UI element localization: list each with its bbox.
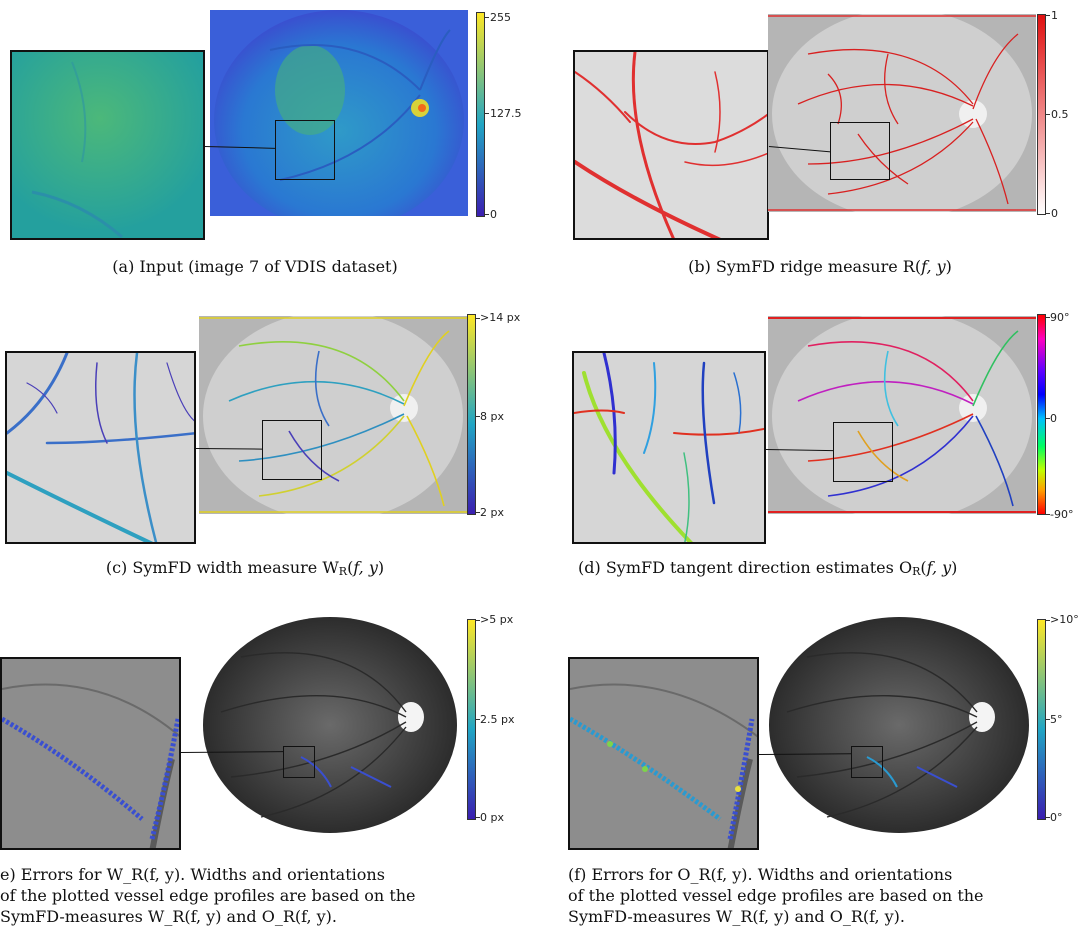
input-zoom-image (12, 52, 203, 238)
width-zoom-inset (5, 351, 196, 544)
direction-retina-image (768, 316, 1036, 514)
direction-zoom-inset (572, 351, 766, 544)
input-zoom-box (275, 120, 335, 180)
colorbar-label-mid: 0.5 (1051, 108, 1069, 121)
caption-e: e) Errors for W_R(f, y). Widths and orie… (0, 865, 416, 926)
orientation-error-zoom-box (851, 746, 883, 778)
direction-colorbar (1037, 314, 1046, 515)
colorbar-label-mid: 127.5 (490, 107, 522, 120)
colorbar-label-mid: 5° (1050, 713, 1063, 726)
width-colorbar (467, 314, 476, 515)
colorbar-label-bottom: -90° (1050, 508, 1074, 521)
caption-f: (f) Errors for O_R(f, y). Widths and ori… (568, 865, 984, 926)
orientation-error-retina-image (767, 617, 1031, 833)
caption-b: (b) SymFD ridge measure R(f, y) (688, 257, 952, 276)
orientation-error-zoom-inset (568, 657, 759, 850)
colorbar-label-top: >5 px (480, 613, 514, 626)
orientation-error-colorbar (1037, 619, 1046, 820)
colorbar-label-bottom: 0 px (480, 811, 504, 824)
colorbar-label-bottom: 2 px (480, 506, 504, 519)
colorbar-label-mid: 8 px (480, 410, 504, 423)
colorbar-label-top: 90° (1050, 311, 1070, 324)
ridge-zoom-inset (573, 50, 769, 240)
ridge-colorbar (1037, 14, 1046, 215)
caption-c: (c) SymFD width measure WR(f, y) (105, 558, 385, 578)
ridge-retina-image (768, 14, 1036, 212)
caption-d: (d) SymFD tangent direction estimates OR… (578, 558, 958, 578)
colorbar-label-bottom: 0° (1050, 811, 1063, 824)
colorbar-label-top: 1 (1051, 9, 1058, 22)
input-zoom-inset (10, 50, 205, 240)
ridge-zoom-box (830, 122, 890, 180)
input-colorbar (476, 12, 485, 217)
colorbar-label-top: 255 (490, 11, 511, 24)
colorbar-label-top: >14 px (480, 311, 521, 324)
width-error-zoom-inset (0, 657, 181, 850)
colorbar-label-bottom: 0 (490, 208, 497, 221)
caption-a: (a) Input (image 7 of VDIS dataset) (112, 257, 398, 276)
colorbar-label-bottom: 0 (1051, 207, 1058, 220)
colorbar-label-mid: 0 (1050, 412, 1057, 425)
input-retina-image (210, 10, 468, 216)
width-zoom-box (262, 420, 322, 480)
width-error-zoom-box (283, 746, 315, 778)
width-retina-image (199, 316, 467, 514)
colorbar-label-top: >10° (1050, 613, 1079, 626)
width-error-retina-image (201, 617, 459, 833)
width-error-colorbar (467, 619, 476, 820)
colorbar-label-mid: 2.5 px (480, 713, 515, 726)
direction-zoom-box (833, 422, 893, 482)
